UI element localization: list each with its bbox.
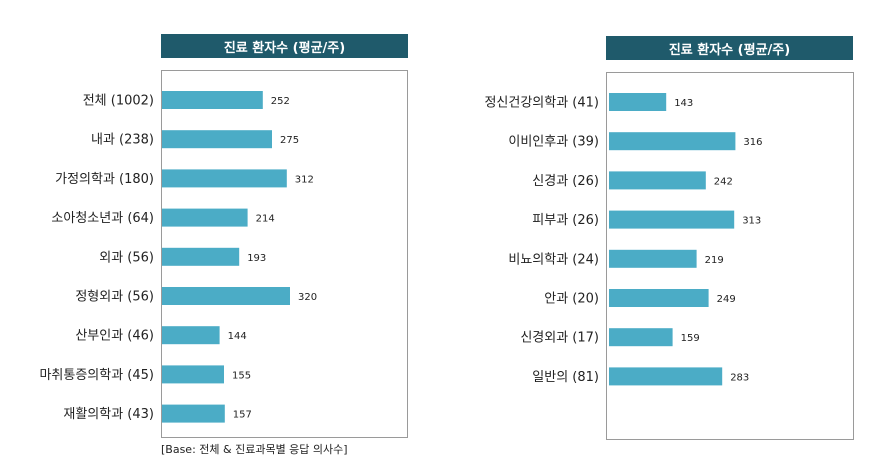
left-bar: [162, 404, 225, 423]
right-category-label: 피부과 (26): [532, 213, 599, 228]
left-bar: [162, 365, 224, 384]
right-category-label: 일반의 (81): [532, 370, 599, 385]
right-value-label: 219: [705, 255, 724, 266]
left-bar: [162, 91, 263, 109]
left-category-label: 소아청소년과 (64): [51, 211, 154, 226]
left-bar: [162, 169, 287, 188]
right-value-label: 313: [742, 216, 761, 227]
left-category-label: 산부인과 (46): [75, 329, 154, 344]
right-category-label: 이비인후과 (39): [508, 135, 599, 150]
left-value-label: 312: [295, 174, 314, 185]
left-category-label: 가정의학과 (180): [55, 172, 154, 187]
left-category-label: 내과 (238): [91, 133, 154, 148]
right-chart-bars: 정신건강의학과 (41) 143 이비인후과 (39) 316 신경과 (26) 242 피…: [484, 93, 762, 386]
left-bar: [162, 247, 240, 266]
left-chart-title: 진료 환자수 (평균/주): [161, 34, 408, 58]
left-bar: [162, 287, 290, 305]
left-category-label: 전체 (1002): [83, 94, 154, 109]
right-value-label: 316: [743, 137, 762, 148]
right-category-label: 신경과 (26): [532, 174, 599, 189]
right-bar: [609, 328, 673, 347]
right-value-label: 143: [674, 98, 693, 109]
left-value-label: 252: [271, 96, 290, 107]
left-category-label: 재활의학과 (43): [63, 407, 154, 422]
right-category-label: 안과 (20): [544, 292, 599, 307]
left-bar: [162, 326, 220, 345]
right-category-label: 비뇨의학과 (24): [508, 252, 599, 267]
left-value-label: 155: [232, 370, 251, 381]
right-category-label: 정신건강의학과 (41): [484, 96, 599, 111]
right-bar: [609, 171, 706, 190]
left-value-label: 214: [256, 214, 275, 225]
left-category-label: 마취통증의학과 (45): [39, 368, 154, 383]
left-category-label: 정형외과 (56): [75, 290, 154, 305]
left-value-label: 320: [298, 292, 317, 303]
right-value-label: 283: [730, 372, 749, 383]
right-value-label: 249: [717, 294, 736, 305]
right-bar: [609, 249, 697, 268]
right-bar: [609, 367, 723, 386]
right-category-label: 신경외과 (17): [520, 331, 599, 346]
right-bar: [609, 289, 709, 307]
left-chart-bars: 전체 (1002) 252 내과 (238) 275 가정의학과 (180) 312 소아청…: [39, 91, 317, 423]
left-value-label: 157: [233, 410, 252, 421]
right-chart-title: 진료 환자수 (평균/주): [606, 36, 853, 60]
left-value-label: 275: [280, 135, 299, 146]
left-category-label: 외과 (56): [99, 250, 154, 265]
left-value-label: 193: [247, 253, 266, 264]
left-bar: [162, 130, 272, 149]
left-value-label: 144: [228, 331, 247, 342]
right-bar: [609, 132, 736, 151]
footnote: [Base: 전체 & 진료과목별 응답 의사수]: [161, 443, 348, 456]
right-bar: [609, 93, 667, 111]
right-bar: [609, 210, 735, 229]
right-value-label: 242: [714, 176, 733, 187]
left-bar: [162, 208, 248, 227]
right-value-label: 159: [681, 333, 700, 344]
